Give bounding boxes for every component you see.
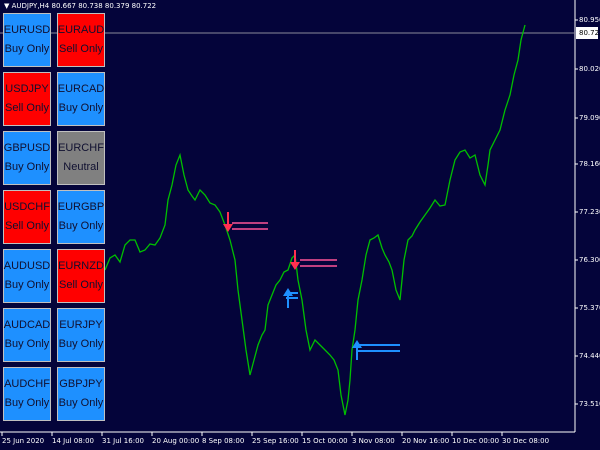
- pair-button[interactable]: EURNZD Sell Only: [57, 249, 105, 303]
- price-label: 75.370: [579, 304, 600, 312]
- time-label: 31 Jul 16:00: [102, 437, 144, 445]
- time-label: 10 Dec 00:00: [452, 437, 499, 445]
- pair-symbol: GBPUSD: [3, 142, 51, 154]
- time-label: 20 Aug 00:00: [152, 437, 199, 445]
- pair-symbol: GBPJPY: [59, 378, 103, 390]
- pair-button[interactable]: GBPJPY Buy Only: [57, 367, 105, 421]
- pair-mode: Neutral: [63, 161, 99, 173]
- pair-button[interactable]: AUDCAD Buy Only: [3, 308, 51, 362]
- pair-mode: Buy Only: [4, 161, 50, 173]
- pair-mode: Sell Only: [58, 279, 104, 291]
- buy-signal: [352, 340, 400, 360]
- price-label: 74.440: [579, 352, 600, 360]
- pair-symbol: AUDUSD: [3, 260, 51, 272]
- pair-symbol: USDCHF: [4, 201, 50, 213]
- pair-mode: Buy Only: [58, 102, 104, 114]
- pair-symbol: EURAUD: [57, 24, 105, 36]
- buy-signal: [283, 288, 298, 308]
- pair-button[interactable]: AUDUSD Buy Only: [3, 249, 51, 303]
- pair-symbol: USDJPY: [5, 83, 49, 95]
- pair-button[interactable]: USDJPY Sell Only: [3, 72, 51, 126]
- time-label: 15 Oct 00:00: [302, 437, 348, 445]
- price-label: 77.230: [579, 208, 600, 216]
- pair-button[interactable]: GBPUSD Buy Only: [3, 131, 51, 185]
- pair-symbol: AUDCAD: [3, 319, 51, 331]
- pair-mode: Buy Only: [4, 279, 50, 291]
- pair-symbol: EURUSD: [3, 24, 51, 36]
- time-label: 3 Nov 08:00: [352, 437, 395, 445]
- pair-symbol: EURNZD: [58, 260, 104, 272]
- pair-symbol: EURCAD: [57, 83, 105, 95]
- pair-button[interactable]: AUDCHF Buy Only: [3, 367, 51, 421]
- price-label: 73.510: [579, 400, 600, 408]
- pair-button[interactable]: EURUSD Buy Only: [3, 13, 51, 67]
- pair-symbol: EURJPY: [59, 319, 103, 331]
- price-label: 80.020: [579, 65, 600, 73]
- time-label: 25 Sep 16:00: [252, 437, 299, 445]
- pair-button[interactable]: USDCHF Sell Only: [3, 190, 51, 244]
- pair-symbol: EURCHF: [58, 142, 104, 154]
- pair-mode: Sell Only: [58, 43, 104, 55]
- symbol-header: ▼ AUDJPY,H4 80.667 80.738 80.379 80.722: [4, 2, 156, 10]
- pair-mode: Buy Only: [4, 338, 50, 350]
- time-label: 14 Jul 08:00: [52, 437, 94, 445]
- time-label: 25 Jun 2020: [2, 437, 44, 445]
- pair-mode: Sell Only: [4, 220, 50, 232]
- current-price-box: [576, 27, 598, 39]
- pair-button[interactable]: EURJPY Buy Only: [57, 308, 105, 362]
- time-label: 8 Sep 08:00: [202, 437, 244, 445]
- pair-mode: Buy Only: [4, 397, 50, 409]
- price-label: 76.300: [579, 256, 600, 264]
- pair-mode: Buy Only: [58, 397, 104, 409]
- pair-mode: Sell Only: [4, 102, 50, 114]
- price-label: 78.160: [579, 160, 600, 168]
- pair-mode: Buy Only: [58, 220, 104, 232]
- pair-button[interactable]: EURAUD Sell Only: [57, 13, 105, 67]
- sell-signal: [223, 212, 268, 232]
- sell-signal: [290, 250, 337, 270]
- pair-mode: Buy Only: [4, 43, 50, 55]
- pair-button[interactable]: EURGBP Buy Only: [57, 190, 105, 244]
- time-label: 30 Dec 08:00: [502, 437, 549, 445]
- price-label: 80.950: [579, 16, 600, 24]
- pair-symbol: EURGBP: [57, 201, 105, 213]
- price-label: 79.090: [579, 114, 600, 122]
- pair-symbol: AUDCHF: [4, 378, 50, 390]
- time-label: 20 Nov 16:00: [402, 437, 449, 445]
- pair-button[interactable]: EURCHF Neutral: [57, 131, 105, 185]
- price-line: [104, 24, 526, 416]
- pair-mode: Buy Only: [58, 338, 104, 350]
- pair-button[interactable]: EURCAD Buy Only: [57, 72, 105, 126]
- current-price-label: 80.722: [579, 29, 600, 37]
